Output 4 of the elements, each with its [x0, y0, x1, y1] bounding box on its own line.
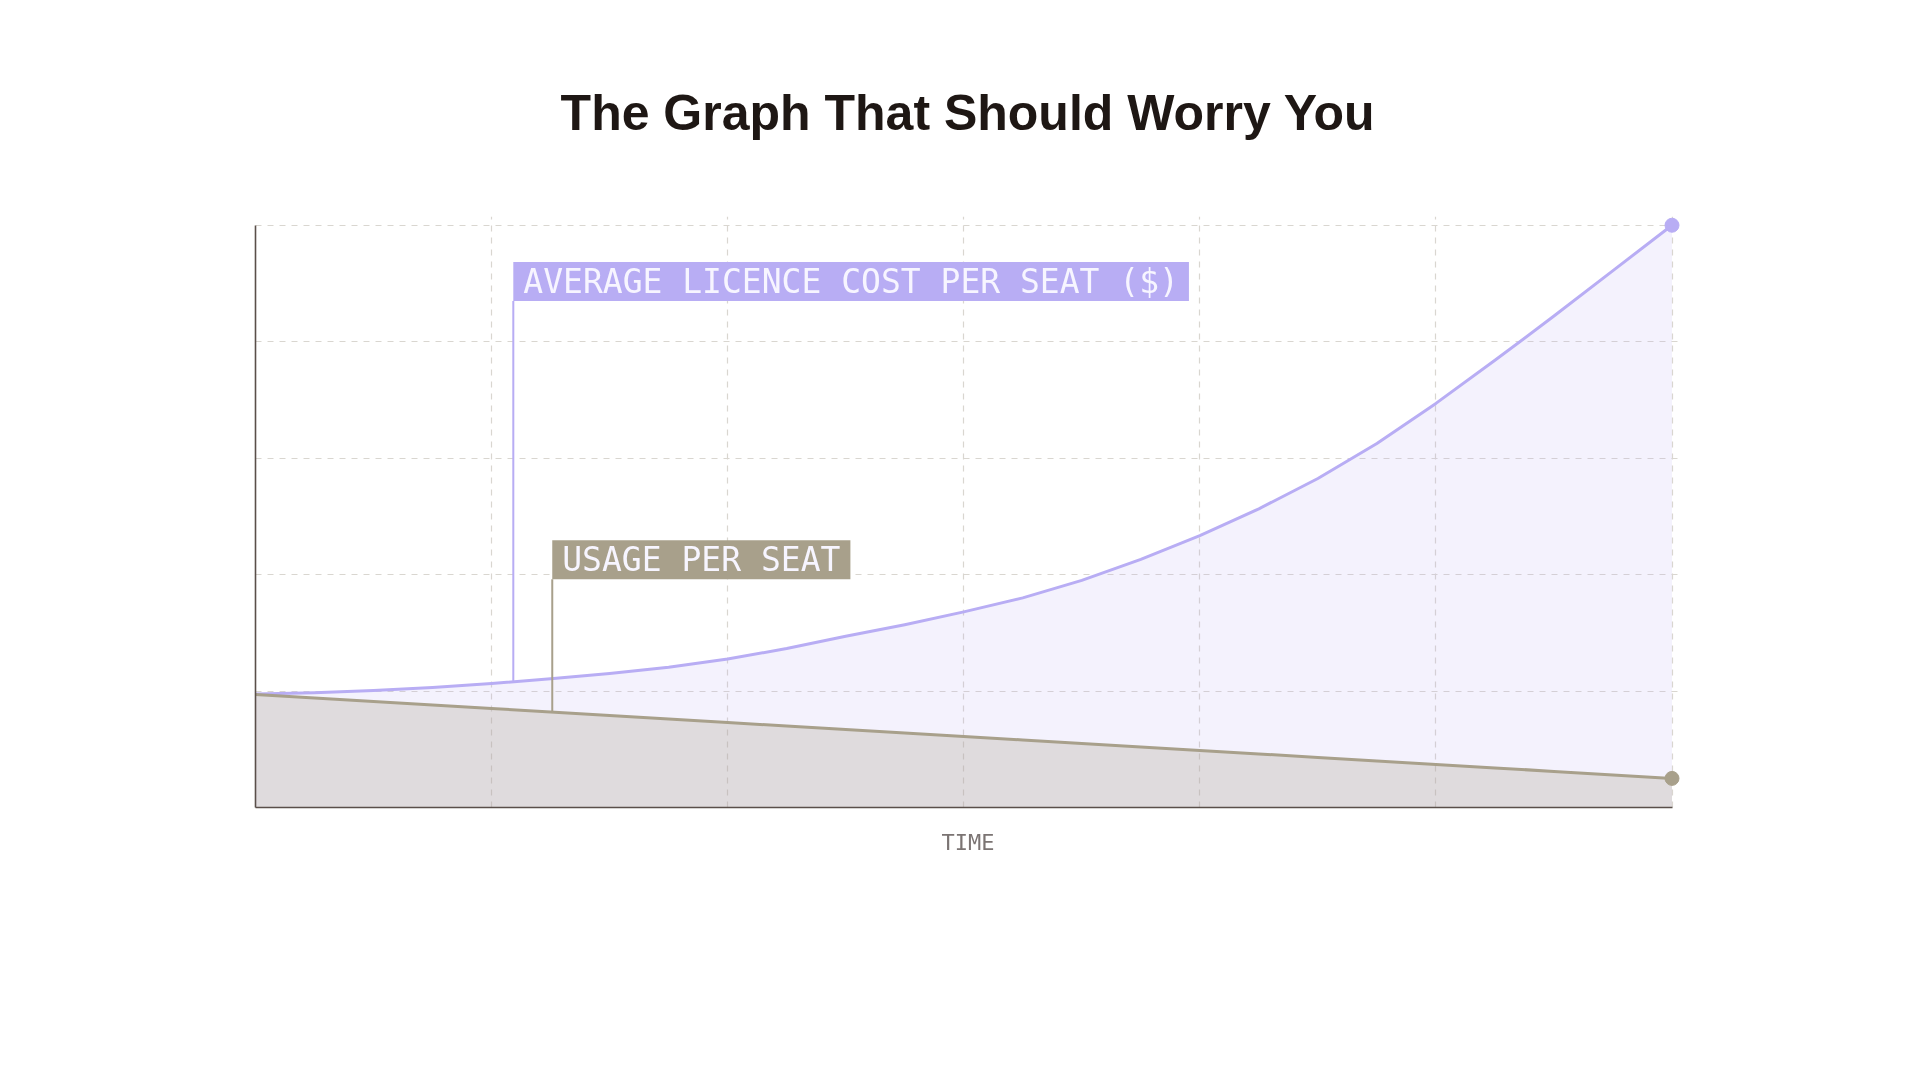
chart-title: The Graph That Should Worry You [560, 84, 1375, 141]
text: AVERAGE LICENCE COST PER SEAT ($) [523, 261, 1179, 301]
text: USAGE PER SEAT [562, 540, 841, 580]
x-axis-title: TIME [941, 829, 995, 855]
